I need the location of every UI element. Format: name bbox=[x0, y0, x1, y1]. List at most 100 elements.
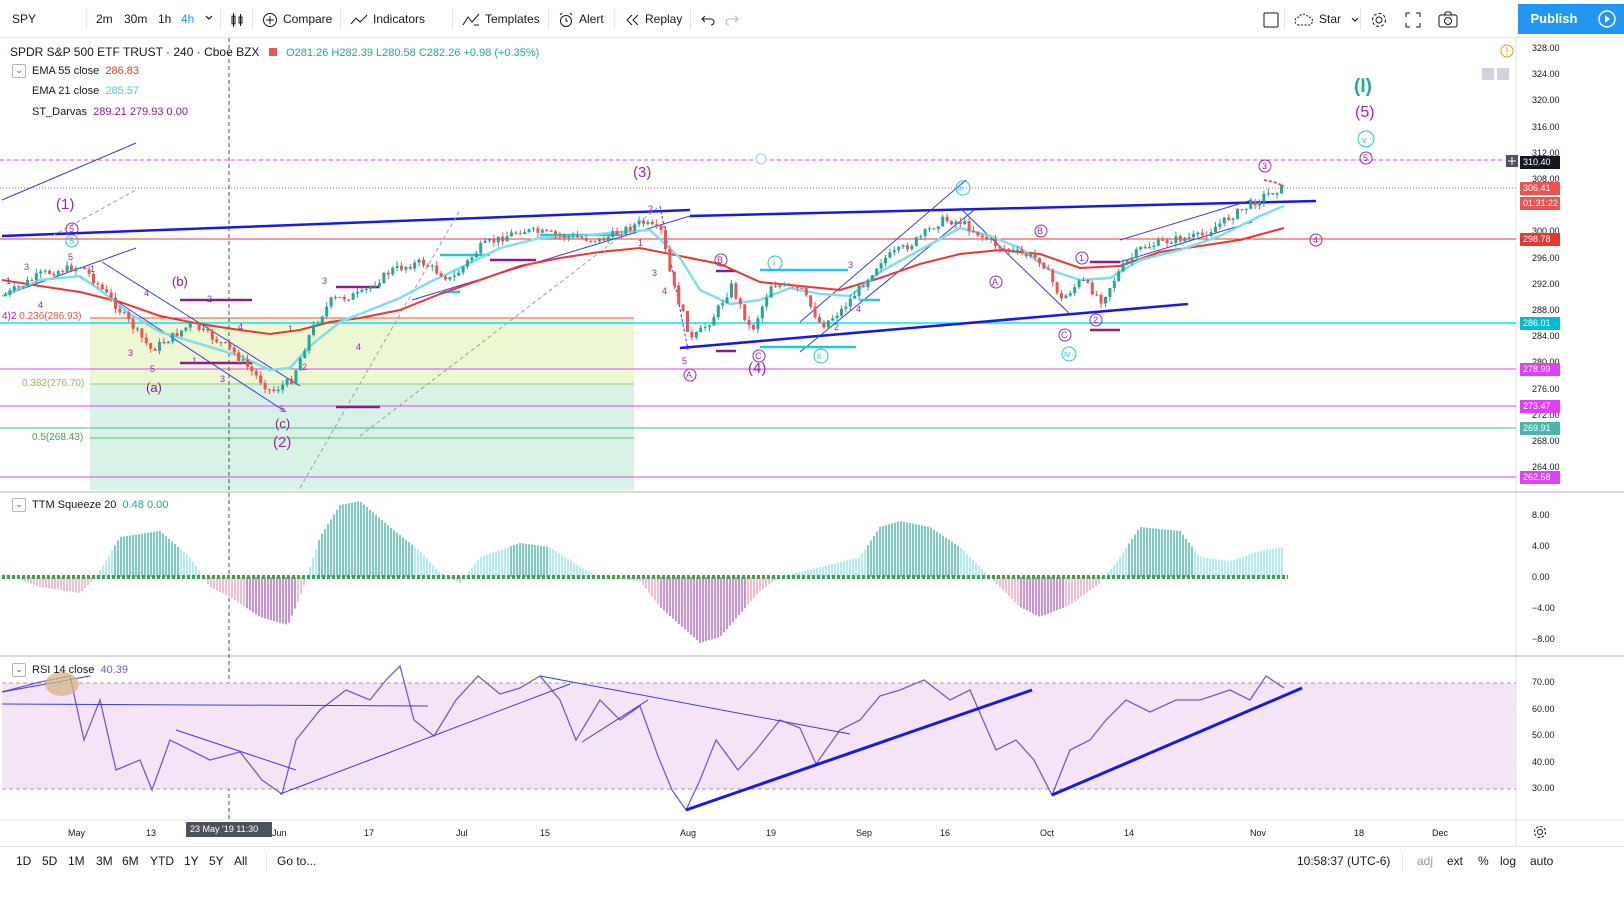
candle-body bbox=[536, 228, 540, 233]
collapse-chevron-icon[interactable]: ⌄ bbox=[12, 498, 26, 512]
svg-text:5: 5 bbox=[150, 364, 155, 374]
redo-button[interactable] bbox=[720, 6, 744, 32]
candle-body bbox=[118, 308, 122, 313]
time-tick-label: 14 bbox=[1124, 828, 1135, 838]
layout-star-button[interactable]: Star bbox=[1290, 6, 1364, 32]
ema55-label: EMA 55 close bbox=[32, 64, 100, 77]
templates-button[interactable]: Templates bbox=[458, 6, 544, 32]
svg-text:4: 4 bbox=[238, 322, 243, 332]
settings-button[interactable] bbox=[1366, 6, 1392, 32]
candle-body bbox=[734, 283, 738, 299]
snapshot-button[interactable] bbox=[1434, 6, 1462, 32]
rsi-trendline[interactable] bbox=[175, 729, 297, 771]
ttm-legend[interactable]: ⌄ TTM Squeeze 20 0.48 0.00 bbox=[12, 498, 168, 512]
interval-2m[interactable]: 2m bbox=[96, 12, 113, 26]
log-toggle[interactable]: log bbox=[1500, 854, 1517, 868]
time-tick-label: Dec bbox=[1432, 828, 1449, 838]
play-button[interactable] bbox=[1590, 4, 1624, 34]
rsi-tick-label: 70.00 bbox=[1532, 677, 1555, 687]
trendline-thin[interactable] bbox=[411, 215, 691, 301]
trendline-thin[interactable] bbox=[1, 142, 137, 201]
candle-body bbox=[1266, 193, 1270, 195]
fullscreen-toggle-button[interactable] bbox=[1258, 6, 1284, 32]
rsi-trendline[interactable] bbox=[539, 675, 851, 735]
undo-button[interactable] bbox=[696, 6, 720, 32]
range-button-1y[interactable]: 1Y bbox=[184, 854, 199, 868]
trendline-thin[interactable] bbox=[799, 179, 967, 323]
expand-button[interactable] bbox=[1400, 6, 1426, 32]
compare-button[interactable]: Compare bbox=[258, 6, 336, 32]
rsi-trendline-bold[interactable] bbox=[685, 688, 1033, 812]
replay-label: Replay bbox=[645, 12, 683, 26]
trendline-upper[interactable] bbox=[1, 208, 691, 238]
alert-button[interactable]: Alert bbox=[554, 6, 608, 32]
indicators-button[interactable]: Indicators bbox=[346, 6, 429, 32]
add-level-plus-icon[interactable] bbox=[1506, 155, 1518, 170]
candle-body bbox=[1231, 218, 1235, 221]
svg-text:i: i bbox=[773, 258, 775, 268]
pane-controls[interactable] bbox=[1482, 68, 1512, 80]
auto-toggle[interactable]: auto bbox=[1530, 854, 1554, 868]
alert-indicator-icon[interactable] bbox=[1500, 44, 1514, 61]
candle-body bbox=[30, 279, 34, 281]
trendline-thin[interactable] bbox=[959, 207, 1071, 315]
candles-style-button[interactable] bbox=[225, 6, 254, 32]
rsi-trendline[interactable] bbox=[1, 703, 429, 707]
symbol-title: SPDR S&P 500 ETF TRUST · 240 · Cboe BZX bbox=[10, 45, 260, 59]
range-button-all[interactable]: All bbox=[234, 854, 248, 868]
interval-1h[interactable]: 1h bbox=[158, 12, 172, 26]
ext-toggle[interactable]: ext bbox=[1447, 854, 1464, 868]
symbol-search[interactable]: SPY bbox=[8, 6, 78, 32]
trendline-thin[interactable] bbox=[659, 205, 689, 351]
svg-text:v: v bbox=[1362, 135, 1367, 145]
percent-toggle[interactable]: % bbox=[1478, 854, 1489, 868]
candle-body bbox=[228, 342, 232, 348]
candle-body bbox=[1236, 208, 1239, 219]
candle-body bbox=[540, 229, 544, 233]
range-button-ytd[interactable]: YTD bbox=[150, 854, 174, 868]
range-button-6m[interactable]: 6M bbox=[122, 854, 139, 868]
rsi-legend[interactable]: ⌄ RSI 14 close 40.39 bbox=[12, 663, 128, 677]
rsi-trendline[interactable] bbox=[581, 699, 649, 743]
range-button-3m[interactable]: 3M bbox=[96, 854, 113, 868]
goto-button[interactable]: Go to... bbox=[277, 854, 317, 868]
time-tick-label: 15 bbox=[540, 828, 551, 838]
rsi-trendline[interactable] bbox=[279, 683, 571, 795]
star-label: Star bbox=[1319, 12, 1342, 26]
range-button-5d[interactable]: 5D bbox=[42, 854, 58, 868]
divider bbox=[548, 8, 549, 30]
trendline-thin[interactable] bbox=[1119, 221, 1253, 263]
collapse-chevron-icon[interactable]: ⌄ bbox=[12, 64, 26, 78]
axis-settings-gear-icon[interactable] bbox=[1532, 824, 1548, 843]
darvas-legend[interactable]: ST_Darvas 289.21 279.93 0.00 bbox=[32, 106, 188, 118]
interval-30m[interactable]: 30m bbox=[124, 12, 148, 26]
trendline-thin[interactable] bbox=[1119, 199, 1253, 241]
collapse-chevron-icon[interactable]: ⌄ bbox=[12, 663, 26, 677]
trendline-thin[interactable] bbox=[799, 209, 975, 353]
trendline-lower[interactable] bbox=[679, 302, 1189, 350]
trendline-thin[interactable] bbox=[1, 247, 137, 297]
candle-body bbox=[958, 221, 962, 224]
price-tick-label: 328.00 bbox=[1532, 43, 1560, 53]
candle-body bbox=[312, 324, 315, 336]
candle-body bbox=[180, 330, 183, 337]
interval-4h[interactable]: 4h bbox=[181, 12, 195, 26]
range-button-1m[interactable]: 1M bbox=[68, 854, 85, 868]
candle-body bbox=[1165, 240, 1169, 244]
replay-button[interactable]: Replay bbox=[620, 6, 686, 32]
range-button-1d[interactable]: 1D bbox=[16, 854, 32, 868]
publish-button[interactable]: Publish bbox=[1518, 4, 1590, 34]
trendline-dashed[interactable] bbox=[359, 205, 661, 437]
trendline-upper-2[interactable] bbox=[689, 199, 1317, 218]
svg-text:B: B bbox=[717, 255, 723, 265]
trendline-dashed[interactable] bbox=[299, 209, 461, 489]
ema21-legend[interactable]: EMA 21 close 285.57 bbox=[32, 85, 139, 97]
adj-toggle[interactable]: adj bbox=[1417, 854, 1434, 868]
ema55-legend[interactable]: ⌄ EMA 55 close 286.83 bbox=[12, 64, 139, 78]
range-button-5y[interactable]: 5Y bbox=[209, 854, 224, 868]
candle-body bbox=[1156, 239, 1160, 246]
rsi-trendline-bold[interactable] bbox=[1051, 686, 1303, 797]
candle-body bbox=[1143, 246, 1147, 249]
interval-dropdown-chevron-icon[interactable] bbox=[200, 6, 218, 32]
